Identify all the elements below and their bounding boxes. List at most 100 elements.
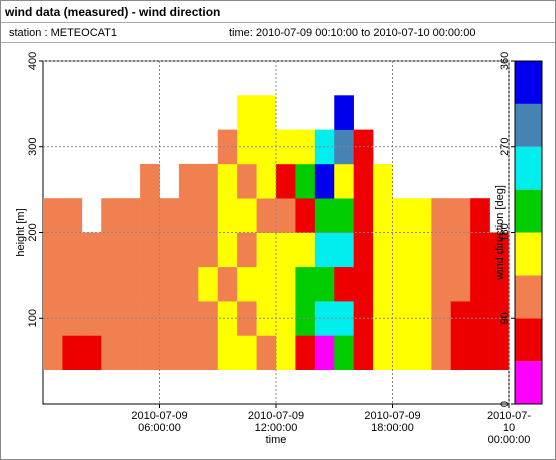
cell [411,266,432,302]
cell [120,335,141,370]
colorbar-bin [515,361,542,404]
cell [237,198,257,233]
y-tick-label: 200 [27,223,39,241]
cell [295,232,316,268]
cell [62,198,83,233]
cell [140,198,160,233]
cell [120,198,141,233]
cell [120,301,141,336]
cell [373,301,393,336]
cell [450,198,471,233]
cell [411,198,432,233]
cell [295,301,316,336]
cell [314,266,335,302]
cell [140,232,160,268]
cell [81,335,102,370]
cell [276,129,296,165]
cell [256,232,277,268]
cell [314,335,335,370]
cell [62,266,83,302]
y-axis-label: height [m] [15,208,27,256]
cell [373,232,393,268]
colorbar-tick-label: 90 [499,312,511,324]
cell [295,198,316,233]
cell [373,266,393,302]
y-tick-label: 400 [27,52,39,70]
cell [237,95,257,130]
cell [392,232,413,268]
cell [159,301,180,336]
cell [334,163,354,199]
cell [120,266,141,302]
cell [237,335,257,370]
cell [295,129,316,165]
cell [489,335,510,370]
x-tick-label: 2010-07-09 18:00:00 [364,410,421,434]
cell [392,266,413,302]
cell [276,163,296,199]
cell [237,232,257,268]
cell [276,232,296,268]
cell [43,198,63,233]
cell [353,163,374,199]
cell [81,232,102,268]
cell [198,198,219,233]
cell [140,301,160,336]
cell [276,335,296,370]
cell [140,266,160,302]
cell [314,232,335,268]
cell [43,232,63,268]
cell [392,198,413,233]
cell [217,335,238,370]
cell [450,335,471,370]
colorbar-bin [515,189,542,233]
cell [314,163,335,199]
colorbar-bin [515,103,542,147]
cell [392,301,413,336]
cell [334,198,354,233]
cell [217,198,238,233]
cell [373,163,393,199]
cell [431,232,452,268]
cell [198,232,219,268]
cell [353,335,374,370]
cell [198,335,219,370]
cell [334,335,354,370]
cell [470,232,490,268]
title: wind data (measured) - wind direction [5,5,221,19]
cell [217,163,238,199]
cell [314,198,335,233]
cell [431,335,452,370]
colorbar-label: wind direction [deg] [494,185,506,281]
cell [256,198,277,233]
cell [334,95,354,130]
cell [489,232,510,268]
cell [81,266,102,302]
cell [256,129,277,165]
cell [470,335,490,370]
cell [353,232,374,268]
colorbar-bin [515,232,542,276]
cell [431,301,452,336]
x-tick-label: 2010-07-09 12:00:00 [247,410,305,434]
cell [178,163,199,199]
cell [373,335,393,370]
x-axis-label: time [265,434,287,446]
cell [295,335,316,370]
cell [256,266,277,302]
cell [159,232,180,268]
station: station : METEOCAT1 [9,27,117,39]
cell [101,266,121,302]
cell [198,163,219,199]
cell [178,232,199,268]
cell [353,198,374,233]
cell [101,335,121,370]
cell [295,163,316,199]
cell [159,266,180,302]
cell [276,266,296,302]
cell [450,232,471,268]
time-range: time: 2010-07-09 00:10:00 to 2010-07-10 … [229,27,476,39]
colorbar-tick-label: 0 [499,401,511,407]
cell [217,266,238,302]
